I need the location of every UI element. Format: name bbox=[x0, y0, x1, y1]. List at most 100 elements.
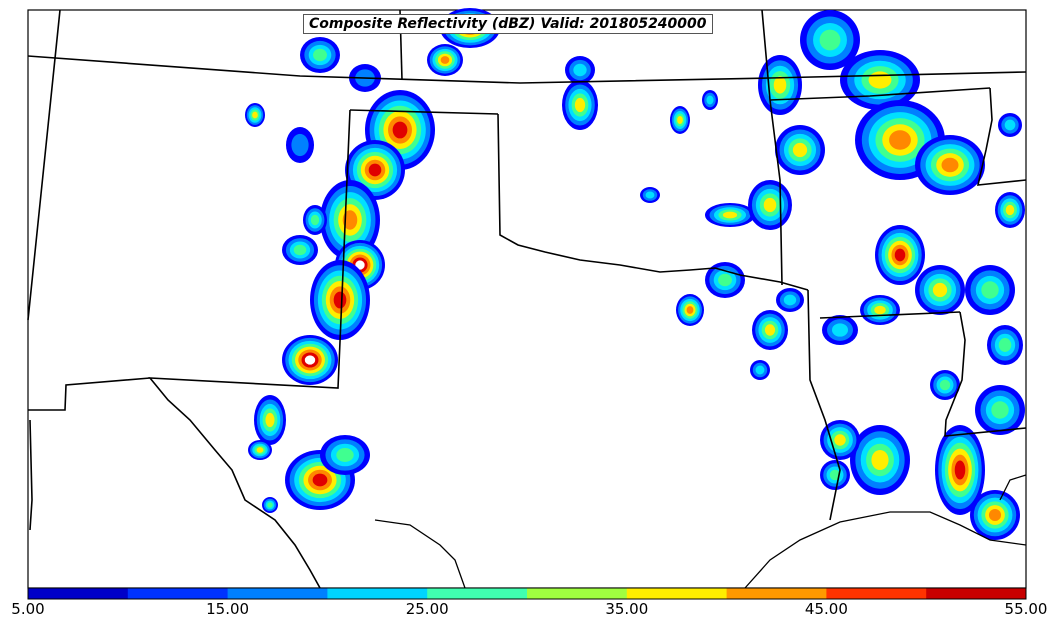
echo-contour bbox=[573, 63, 587, 77]
colorbar-frame bbox=[27, 587, 1027, 600]
echo-contour bbox=[868, 71, 892, 89]
colorbar-segment bbox=[626, 588, 728, 599]
echo-contour bbox=[783, 294, 797, 306]
echo-contour bbox=[304, 355, 316, 365]
echo-cell bbox=[970, 490, 1020, 540]
echo-contour bbox=[954, 460, 966, 480]
echo-cell bbox=[562, 80, 598, 130]
boundary-line bbox=[976, 87, 1027, 186]
echo-contour bbox=[267, 502, 273, 508]
echo-cell bbox=[987, 325, 1023, 365]
echo-cell bbox=[702, 90, 718, 110]
echo-contour bbox=[392, 121, 408, 139]
echo-cell bbox=[670, 106, 690, 134]
echo-contour bbox=[574, 97, 586, 113]
echo-cell bbox=[286, 127, 314, 163]
echo-cell bbox=[282, 335, 338, 385]
coastline-line bbox=[999, 474, 1027, 501]
echo-cell bbox=[705, 262, 745, 298]
boundary-line bbox=[769, 87, 991, 101]
boundary-line bbox=[349, 109, 499, 115]
colorbar-tick-label: 25.00 bbox=[405, 600, 449, 618]
echo-contour bbox=[677, 116, 683, 124]
colorbar-segment bbox=[826, 588, 927, 599]
echo-contour bbox=[1005, 204, 1015, 216]
echo-contour bbox=[310, 214, 320, 226]
echo-contour bbox=[941, 157, 959, 173]
echo-cell bbox=[915, 135, 985, 195]
echo-cell bbox=[775, 125, 825, 175]
colorbar-segment bbox=[227, 588, 328, 599]
coastline-line bbox=[744, 511, 1027, 589]
echo-contour bbox=[763, 197, 777, 213]
echo-contour bbox=[355, 260, 365, 270]
echo-contour bbox=[293, 244, 307, 256]
echo-contour bbox=[874, 305, 886, 315]
echo-cell bbox=[975, 385, 1025, 435]
echo-contour bbox=[773, 76, 787, 94]
echo-cell bbox=[254, 395, 286, 445]
echo-cell bbox=[935, 425, 985, 515]
echo-contour bbox=[998, 338, 1012, 352]
echo-contour bbox=[1004, 119, 1016, 131]
colorbar-tick-label: 45.00 bbox=[804, 600, 848, 618]
echo-cell bbox=[758, 55, 802, 115]
boundary-line bbox=[148, 109, 351, 589]
echo-contour bbox=[894, 248, 906, 262]
echo-cell bbox=[750, 360, 770, 380]
echo-cell bbox=[320, 435, 370, 475]
echo-contour bbox=[706, 95, 714, 105]
echo-contour bbox=[792, 142, 808, 158]
echo-cell bbox=[820, 460, 850, 490]
echo-cell bbox=[930, 370, 960, 400]
boundary-line bbox=[819, 311, 961, 319]
echo-cell bbox=[840, 50, 920, 110]
echo-contour bbox=[764, 324, 776, 336]
echo-cell bbox=[565, 56, 595, 84]
echo-cell bbox=[998, 113, 1022, 137]
echo-contour bbox=[718, 273, 732, 287]
colorbar-segment bbox=[527, 588, 628, 599]
colorbar-segment bbox=[327, 588, 428, 599]
coastline-line bbox=[374, 519, 466, 589]
echo-contour bbox=[871, 450, 889, 470]
boundary-line bbox=[944, 311, 1027, 437]
echo-cell bbox=[676, 294, 704, 326]
echo-cell bbox=[850, 425, 910, 495]
echo-cell bbox=[800, 10, 860, 70]
echo-contour bbox=[988, 508, 1002, 522]
echo-contour bbox=[819, 29, 841, 51]
colorbar-tick-label: 15.00 bbox=[206, 600, 250, 618]
echo-cell bbox=[748, 180, 792, 230]
echo-contour bbox=[686, 306, 694, 314]
echo-cell bbox=[310, 260, 370, 340]
boundary-line bbox=[29, 419, 33, 531]
colorbar-segment bbox=[926, 588, 1027, 599]
echo-contour bbox=[440, 56, 450, 64]
colorbar bbox=[28, 588, 1027, 599]
echo-cell bbox=[300, 37, 340, 73]
boundary-line bbox=[807, 289, 841, 521]
echo-contour bbox=[256, 447, 264, 453]
echo-cell bbox=[915, 265, 965, 315]
echo-contour bbox=[368, 163, 382, 177]
echo-cell bbox=[320, 180, 380, 260]
echo-cell bbox=[248, 440, 272, 460]
echo-cell bbox=[427, 44, 463, 76]
boundary-line bbox=[497, 113, 809, 291]
colorbar-segment bbox=[28, 588, 129, 599]
echo-contour bbox=[252, 111, 258, 119]
echo-contour bbox=[834, 434, 846, 446]
echo-cell bbox=[822, 315, 858, 345]
echo-contour bbox=[312, 473, 328, 487]
radar-echo-layer bbox=[245, 8, 1025, 540]
echo-contour bbox=[342, 210, 358, 230]
echo-contour bbox=[991, 401, 1009, 419]
map-title: Composite Reflectivity (dBZ) Valid: 2018… bbox=[303, 14, 713, 34]
echo-cell bbox=[705, 203, 755, 227]
echo-contour bbox=[755, 365, 765, 375]
echo-cell bbox=[860, 295, 900, 325]
echo-contour bbox=[722, 211, 738, 219]
colorbar-segment bbox=[427, 588, 528, 599]
